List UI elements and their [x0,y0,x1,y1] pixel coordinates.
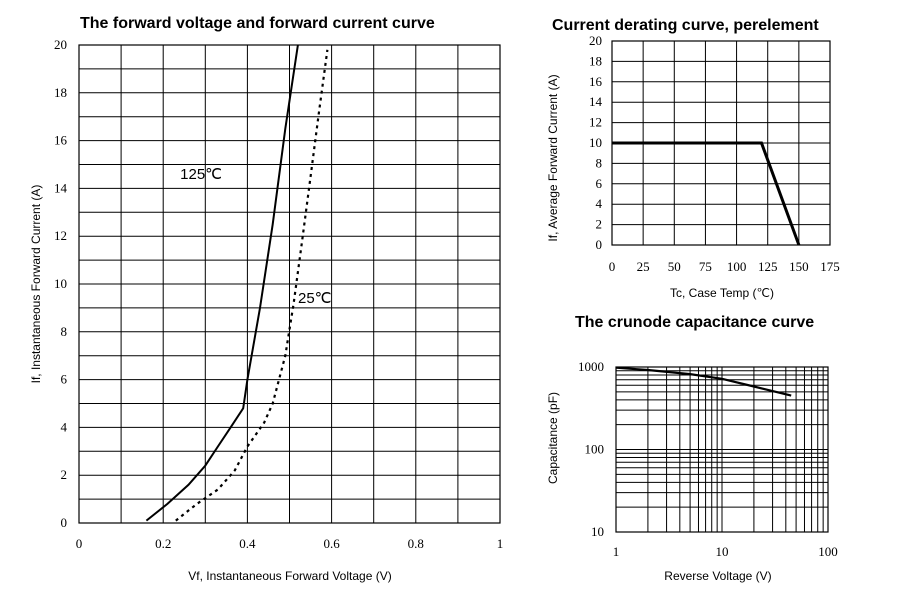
y-tick-label: 18 [589,53,602,68]
forward-chart-frame [78,44,501,524]
y-tick-label: 4 [61,419,68,434]
series-line [145,44,299,522]
forward-voltage-chart: The forward voltage and forward current … [29,15,503,583]
x-tick-label: 25 [637,259,650,274]
x-tick-label: 175 [820,259,840,274]
derating-chart-series [612,141,801,246]
forward-chart-grid [78,44,501,524]
x-tick-label: 50 [668,259,681,274]
y-tick-label: 18 [54,85,67,100]
series-line [615,366,792,397]
x-tick-label: 150 [789,259,809,274]
x-tick-label: 75 [699,259,712,274]
derating-chart-x-label: Tc, Case Temp (℃) [670,286,774,300]
y-tick-label: 1000 [578,359,604,374]
y-tick-label: 4 [596,196,603,211]
y-tick-label: 12 [54,228,67,243]
capacitance-chart-y-label: Capacitance (pF) [546,392,560,484]
series-annotation: 25℃ [298,290,332,307]
y-tick-label: 0 [596,237,603,252]
y-tick-label: 10 [589,135,602,150]
derating-chart-x-ticks: 0 25 50 75 100 125 150 175 [609,259,840,274]
current-derating-chart: Current derating curve, perelement 0 2 4 6 8… [546,17,840,300]
capacitance-chart-series [615,366,792,397]
y-tick-label: 16 [54,133,68,148]
capacitance-chart-title: The crunode capacitance curve [575,314,814,331]
x-tick-label: 1 [497,536,504,551]
y-tick-label: 0 [61,515,68,530]
forward-chart-title: The forward voltage and forward current … [80,15,435,32]
y-tick-label: 6 [596,176,603,191]
y-tick-label: 20 [589,33,602,48]
y-tick-label: 100 [585,442,605,457]
y-tick-label: 14 [54,180,68,195]
x-tick-label: 10 [716,544,729,559]
derating-chart-title: Current derating curve, perelement [552,17,819,34]
x-tick-label: 0.4 [239,536,256,551]
forward-chart-annotations: 125℃ 25℃ [180,166,331,307]
x-tick-label: 0.2 [155,536,171,551]
series-line [612,141,801,246]
y-tick-label: 8 [596,155,603,170]
y-tick-label: 2 [61,467,68,482]
x-tick-label: 0.8 [408,536,424,551]
capacitance-chart-grid [615,366,829,533]
capacitance-chart: The crunode capacitance curve 101001000 … [546,314,838,583]
forward-chart-series [145,44,329,522]
x-tick-label: 0 [609,259,616,274]
y-tick-label: 16 [589,74,603,89]
y-tick-label: 2 [596,217,603,232]
y-tick-label: 10 [54,276,67,291]
series-line [175,49,329,522]
y-tick-label: 10 [591,524,604,539]
y-tick-label: 12 [589,115,602,130]
capacitance-chart-x-label: Reverse Voltage (V) [664,569,771,583]
x-tick-label: 0.6 [323,536,340,551]
x-tick-label: 1 [613,544,620,559]
series-annotation: 125℃ [180,166,222,183]
y-tick-label: 14 [589,94,603,109]
derating-chart-y-ticks: 0 2 4 6 8 10 12 14 16 18 20 [589,33,603,252]
x-tick-label: 0 [76,536,83,551]
forward-chart-y-ticks: 0 2 4 6 8 10 12 14 16 18 20 [54,37,68,530]
capacitance-chart-x-ticks: 1 10 100 [613,544,838,559]
forward-chart-x-ticks: 0 0.2 0.4 0.6 0.8 1 [76,536,504,551]
derating-chart-y-label: If, Average Forward Current (A) [546,74,560,241]
x-tick-label: 125 [758,259,778,274]
forward-chart-y-label: If, Instantaneous Forward Current (A) [29,185,43,384]
x-tick-label: 100 [727,259,747,274]
forward-chart-x-label: Vf, Instantaneous Forward Voltage (V) [188,569,391,583]
capacitance-chart-y-ticks: 10 100 1000 [578,359,604,539]
y-tick-label: 6 [61,372,68,387]
y-tick-label: 8 [61,324,68,339]
x-tick-label: 100 [818,544,838,559]
y-tick-label: 20 [54,37,67,52]
capacitance-chart-frame [615,366,829,533]
